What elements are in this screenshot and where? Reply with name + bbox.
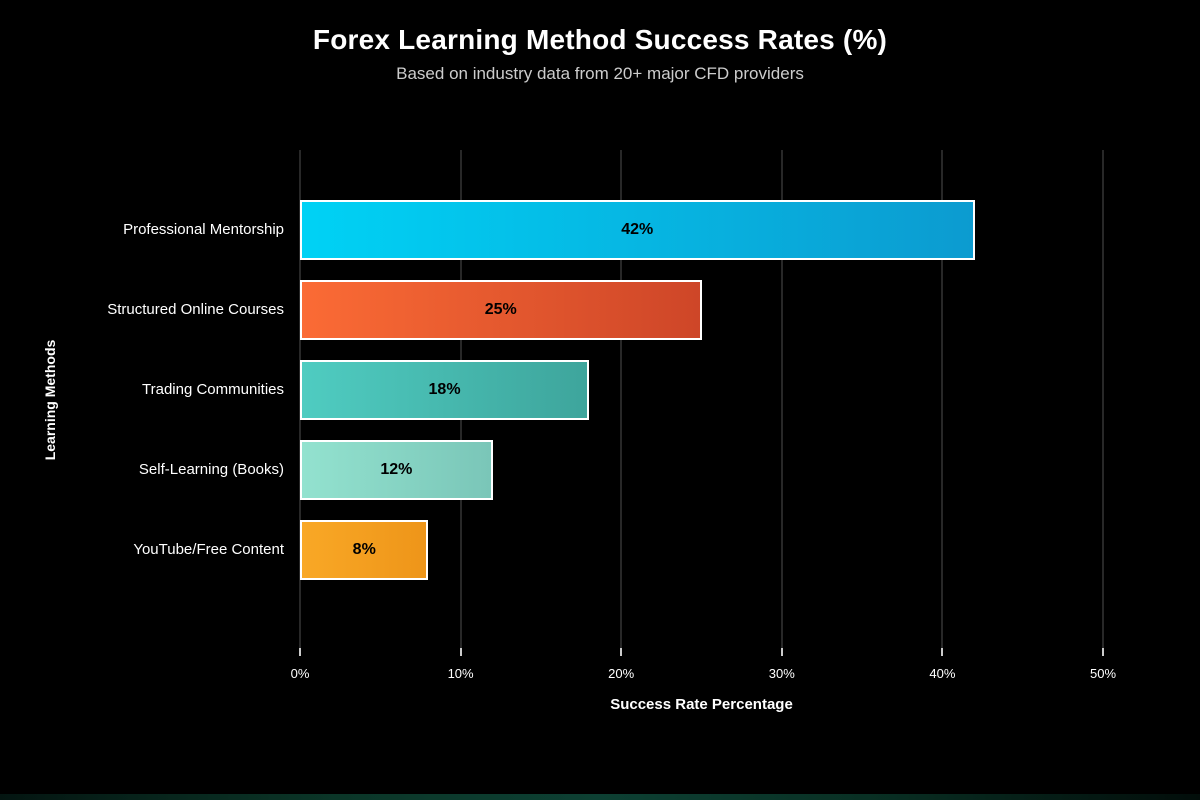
- chart-subtitle: Based on industry data from 20+ major CF…: [396, 64, 804, 83]
- bar-value-label: 18%: [428, 381, 461, 398]
- gridline: [780, 150, 783, 648]
- category-label: Trading Communities: [142, 381, 284, 398]
- x-tick-label: 10%: [447, 666, 474, 681]
- x-tick-mark: [941, 648, 944, 656]
- bar: 12%: [300, 440, 493, 500]
- x-tick-label: 20%: [608, 666, 635, 681]
- bar: 25%: [300, 280, 702, 340]
- gridline: [620, 150, 623, 648]
- bottom-gradient-strip: [0, 794, 1200, 800]
- x-tick-mark: [1102, 648, 1104, 656]
- plot-area: 42% 25% 18% 12% 8%: [299, 150, 1104, 648]
- bar: 18%: [300, 360, 590, 420]
- category-label: Self-Learning (Books): [138, 461, 284, 478]
- x-axis-label: Success Rate Percentage: [610, 696, 793, 713]
- bar: 42%: [300, 200, 975, 260]
- bar-value-label: 8%: [352, 541, 376, 558]
- gridline: [1102, 150, 1104, 648]
- category-label: YouTube/Free Content: [133, 541, 284, 558]
- x-tick-label: 40%: [929, 666, 956, 681]
- bar: 8%: [300, 520, 429, 580]
- x-tick-mark: [299, 648, 301, 656]
- category-label: Structured Online Courses: [107, 301, 284, 318]
- y-category-labels: Professional Mentorship Structured Online…: [0, 150, 284, 648]
- x-tick-mark: [780, 648, 783, 656]
- x-tick-label: 30%: [768, 666, 795, 681]
- x-tick-label: 50%: [1089, 666, 1117, 681]
- bar-value-label: 42%: [621, 221, 654, 238]
- bar-value-label: 25%: [484, 301, 517, 318]
- x-tick-mark: [620, 648, 623, 656]
- gridline: [941, 150, 944, 648]
- x-tick-mark: [459, 648, 462, 656]
- x-tick-label: 0%: [290, 666, 310, 681]
- category-label: Professional Mentorship: [123, 221, 284, 238]
- bar-value-label: 12%: [380, 461, 413, 478]
- chart-title: Forex Learning Method Success Rates (%): [312, 24, 888, 55]
